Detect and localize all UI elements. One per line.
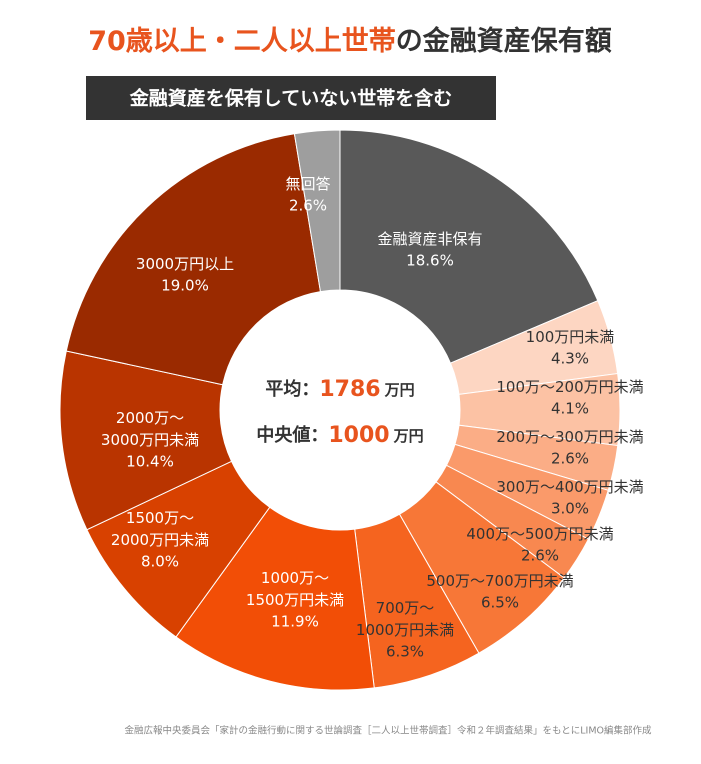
mean-label: 平均： [265,378,319,400]
chart-title: 70歳以上・二人以上世帯の金融資産保有額 [88,25,612,57]
slice-label: 700万～ 1000万円未満 [356,599,454,639]
mean-value: 1786 [319,377,380,402]
slice-value-label: 6.3% [386,643,424,661]
donut-slice [65,133,322,386]
median-text: 中央値：1000 万円 [256,423,423,448]
title-highlight: 70歳以上・二人以上世帯 [88,25,396,57]
slice-label: 100万～200万円未満 [496,378,643,396]
mean-text: 平均：1786 万円 [265,377,414,402]
slice-value-label: 2.6% [521,547,559,565]
slice-value-label: 4.1% [551,400,589,418]
slice-label: 無回答 [285,175,330,193]
median-value: 1000 [328,423,389,448]
slice-label: 金融資産非保有 [377,230,482,248]
slice-value-label: 8.0% [141,553,179,571]
slice-label: 3000万円以上 [136,255,234,273]
slice-value-label: 4.3% [551,350,589,368]
slice-value-label: 6.5% [481,594,519,612]
mean-unit: 万円 [384,381,415,399]
slice-label: 300万～400万円未満 [496,478,643,496]
slice-label: 100万円未満 [526,328,615,346]
slice-value-label: 11.9% [271,613,319,631]
donut-slice [293,129,341,293]
subtitle: 金融資産を保有していない世帯を含む [129,87,452,110]
donut-slice [175,506,375,691]
slice-label: 1000万～ 1500万円未満 [246,569,344,609]
median-label: 中央値： [256,424,328,446]
donut-slice [59,350,233,531]
source: 金融広報中央委員会「家計の金融行動に関する世論調査［二人以上世帯調査］令和２年調… [124,725,652,737]
slice-value-label: 3.0% [551,500,589,518]
slice-value-label: 10.4% [126,453,174,471]
title-rest: の金融資産保有額 [396,25,612,57]
median-unit: 万円 [393,427,424,445]
slice-label: 2000万～ 3000万円未満 [101,409,199,449]
slice-label: 400万～500万円未満 [466,525,613,543]
slice-value-label: 2.6% [289,197,327,215]
subtitle-box [86,76,496,120]
slice-label: 1500万～ 2000万円未満 [111,509,209,549]
slice-value-label: 18.6% [406,252,454,270]
slice-label: 200万～300万円未満 [496,428,643,446]
donut-slice [339,129,599,364]
slice-value-label: 2.6% [551,450,589,468]
slice-label: 500万～700万円未満 [426,572,573,590]
slice-value-label: 19.0% [161,277,209,295]
